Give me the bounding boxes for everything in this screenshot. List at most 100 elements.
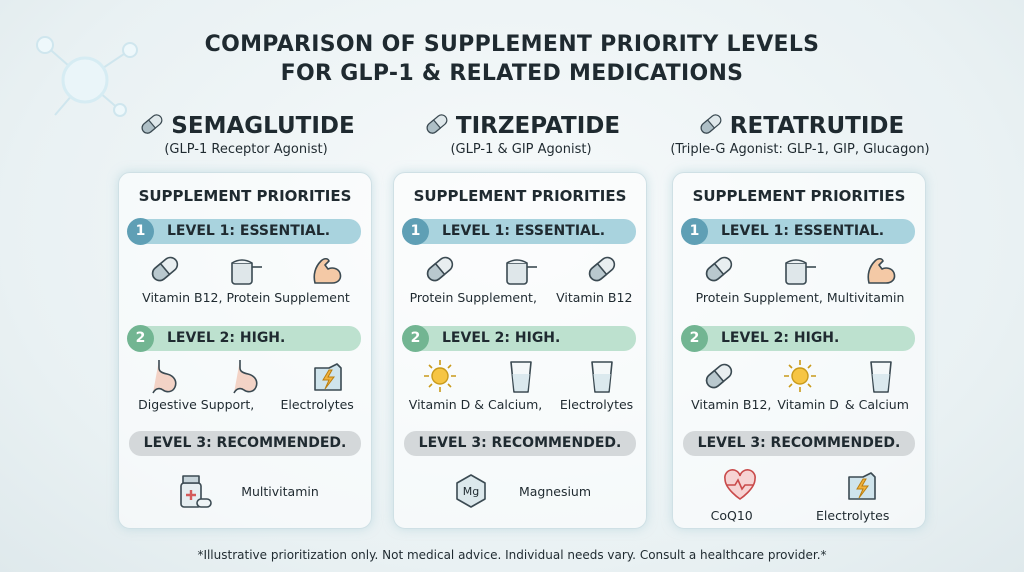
icon-shape xyxy=(152,256,179,282)
icon-shape xyxy=(506,262,528,285)
item-row: Vitamin D & Calcium, Electrolytes xyxy=(400,397,642,412)
drug-name: RETATRUTIDE xyxy=(672,112,928,139)
icon-glass xyxy=(510,361,532,393)
icon-shape xyxy=(427,256,454,282)
icon-shape xyxy=(726,478,753,491)
level-number: 2 xyxy=(402,325,429,352)
icon-shape: Mg xyxy=(463,485,479,498)
icon-shape xyxy=(231,259,253,264)
level-bar: 2 LEVEL 2: HIGH. xyxy=(402,325,636,352)
item-row: Protein Supplement, Multivitamin xyxy=(679,290,921,305)
level-bar: 1 LEVEL 1: ESSENTIAL. xyxy=(402,218,636,245)
drug-name-text: RETATRUTIDE xyxy=(729,113,905,139)
drug-class: (Triple-G Agonist: GLP-1, GIP, Glucagon) xyxy=(670,142,930,157)
column: SEMAGLUTIDE (GLP-1 Receptor Agonist) SUPPL… xyxy=(118,112,374,532)
icon-mg: Mg xyxy=(456,474,486,508)
item-text: CoQ10 xyxy=(710,508,753,523)
icon-shape xyxy=(456,474,486,508)
level-content: Mg Magnesium xyxy=(400,471,642,511)
column: RETATRUTIDE (Triple-G Agonist: GLP-1, GIP… xyxy=(670,112,930,532)
item-row: CoQ10 Electrolytes xyxy=(679,508,921,523)
icon-capsule xyxy=(427,256,454,282)
drug-name-text: SEMAGLUTIDE xyxy=(171,113,355,139)
pill-icon xyxy=(426,114,448,134)
item-row: Vitamin B12, Protein Supplement xyxy=(125,290,367,305)
level-number: 1 xyxy=(127,218,154,245)
level-label: LEVEL 3: RECOMMENDED. xyxy=(418,435,622,451)
icon-row xyxy=(125,356,367,396)
icon-shape xyxy=(588,262,607,282)
icon-shape xyxy=(706,256,733,282)
icon-shape xyxy=(186,490,197,500)
pill-icon xyxy=(141,114,163,134)
atom xyxy=(122,42,138,58)
item-row: Protein Supplement, Vitamin B12 xyxy=(400,290,642,305)
item-text: Protein Supplement, Multivitamin xyxy=(695,290,905,305)
icon-capsule xyxy=(706,363,733,389)
drug-class: (GLP-1 Receptor Agonist) xyxy=(164,142,328,157)
icon-scoop xyxy=(785,259,816,285)
icon-muscle xyxy=(867,257,895,284)
icon-shape xyxy=(785,259,807,264)
item-text: Electrolytes xyxy=(280,397,354,412)
icon-row xyxy=(679,465,921,505)
level-bar: 1 LEVEL 1: ESSENTIAL. xyxy=(681,218,915,245)
icon-stomach xyxy=(233,360,258,394)
drug-name: SEMAGLUTIDE xyxy=(118,112,374,139)
level-label: LEVEL 1: ESSENTIAL. xyxy=(442,223,606,239)
item-text: Magnesium xyxy=(518,483,592,499)
level-bar: LEVEL 3: RECOMMENDED. xyxy=(683,431,915,456)
item-row: Vitamin B12, Vitamin D & Calcium xyxy=(679,397,921,412)
item-row: Digestive Support, Electrolytes xyxy=(125,397,367,412)
level-bar: LEVEL 3: RECOMMENDED. xyxy=(404,431,636,456)
icon-row xyxy=(400,249,642,289)
icon-shape xyxy=(431,367,450,385)
icon-shape xyxy=(152,360,177,394)
item-text: Digestive Support, xyxy=(138,397,255,412)
icon-muscle xyxy=(313,257,341,284)
item-text: Vitamin D & Calcium, xyxy=(408,397,543,412)
icon-scoop xyxy=(506,259,537,285)
level-number: 1 xyxy=(681,218,708,245)
icon-shape xyxy=(427,262,446,282)
icon-shape xyxy=(783,360,816,392)
panel: SUPPLEMENT PRIORITIES 1 LEVEL 1: ESSENTIAL… xyxy=(393,172,647,529)
icon-shape xyxy=(855,478,869,499)
level-label: LEVEL 3: RECOMMENDED. xyxy=(143,435,347,451)
level-label: LEVEL 1: ESSENTIAL. xyxy=(721,223,885,239)
level-label: LEVEL 2: HIGH. xyxy=(167,330,286,346)
level-content: Multivitamin xyxy=(125,471,367,511)
item-text: Protein Supplement, xyxy=(409,290,537,305)
icon-shape xyxy=(785,262,807,285)
item-text: Vitamin D xyxy=(777,397,839,412)
icon-sun xyxy=(783,360,816,392)
drug-name: TIRZEPATIDE xyxy=(393,112,649,139)
icon-shape xyxy=(313,257,341,284)
icon-shape xyxy=(791,367,809,385)
atom xyxy=(113,103,127,117)
drug-name-text: TIRZEPATIDE xyxy=(455,113,621,139)
icon-capsule xyxy=(152,256,179,282)
icon-shape xyxy=(867,257,895,284)
item-text: Vitamin B12 xyxy=(556,290,633,305)
icon-shape xyxy=(426,114,448,134)
icon-bottle xyxy=(180,475,213,508)
panel-title: SUPPLEMENT PRIORITIES xyxy=(413,187,627,205)
icon-row xyxy=(679,249,921,289)
icon-capsule xyxy=(706,256,733,282)
level-number: 2 xyxy=(127,325,154,352)
title-line: COMPARISON OF SUPPLEMENT PRIORITY LEVELS xyxy=(204,32,820,57)
icon-sun xyxy=(424,360,457,392)
footnote: *Illustrative prioritization only. Not m… xyxy=(197,548,827,562)
icon-shape xyxy=(512,374,530,391)
icon-shape xyxy=(426,119,441,134)
icon-bolt xyxy=(313,363,342,391)
panel-title: SUPPLEMENT PRIORITIES xyxy=(138,187,352,205)
icon-shape xyxy=(872,374,890,391)
icon-shape xyxy=(700,114,722,134)
level-label: LEVEL 1: ESSENTIAL. xyxy=(167,223,331,239)
item-text: Multivitamin xyxy=(241,483,319,499)
icon-capsule xyxy=(588,256,615,282)
atom xyxy=(36,36,54,54)
